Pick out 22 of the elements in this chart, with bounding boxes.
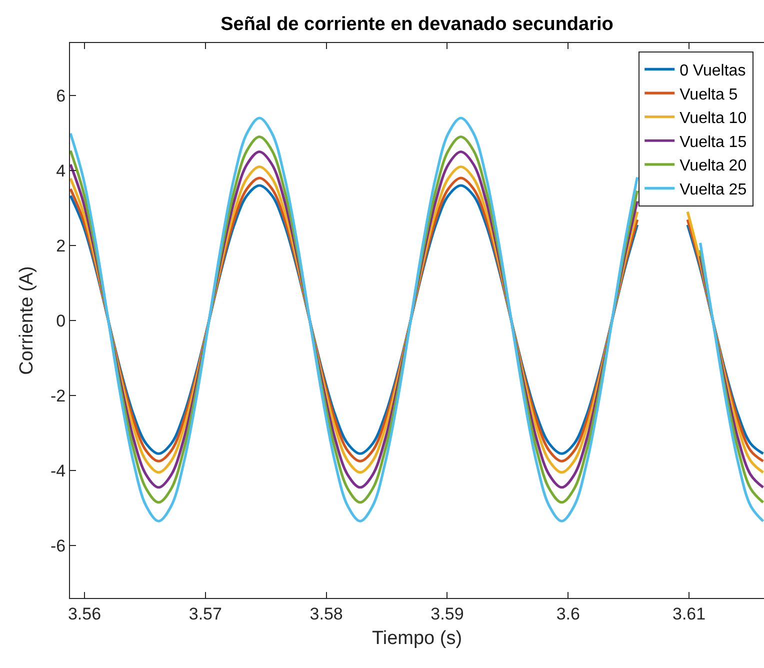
- legend-label: Vuelta 20: [680, 158, 747, 175]
- y-tick-label: 6: [56, 86, 66, 106]
- y-tick-label: 4: [56, 161, 66, 180]
- x-tick-label: 3.61: [672, 604, 706, 624]
- y-tick-label: -6: [50, 536, 66, 556]
- y-tick-label: -4: [50, 461, 66, 480]
- y-tick-label: 2: [56, 236, 66, 256]
- y-axis-title: Corriente (A): [16, 266, 38, 375]
- chart-title: Señal de corriente en devanado secundario: [220, 14, 614, 36]
- x-axis-title: Tiempo (s): [372, 628, 462, 650]
- x-tick-label: 3.57: [188, 604, 222, 624]
- legend-label: Vuelta 25: [680, 181, 747, 198]
- legend-label: 0 Vueltas: [680, 62, 746, 80]
- x-tick-label: 3.56: [68, 604, 102, 624]
- y-tick-label: -2: [50, 386, 66, 406]
- x-tick-label: 3.59: [430, 604, 464, 624]
- legend-label: Vuelta 5: [680, 86, 738, 104]
- x-tick-label: 3.58: [310, 604, 343, 624]
- legend-label: Vuelta 10: [680, 110, 747, 128]
- legend-label: Vuelta 15: [680, 134, 747, 151]
- y-tick-label: 0: [56, 311, 66, 330]
- x-tick-label: 3.6: [556, 604, 580, 624]
